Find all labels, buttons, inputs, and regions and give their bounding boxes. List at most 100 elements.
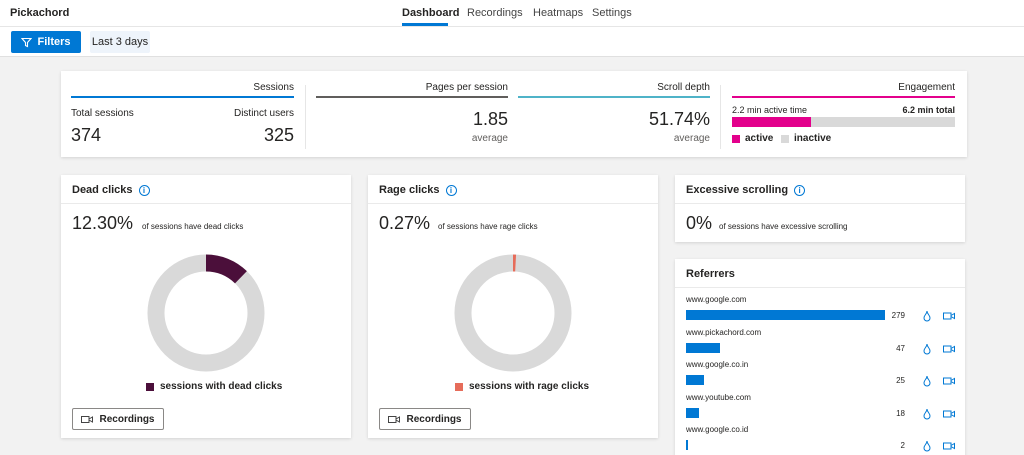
recording-icon[interactable] <box>943 408 955 420</box>
referrer-bar <box>686 440 688 450</box>
referrer-bar <box>686 310 885 320</box>
dead-clicks-title-text: Dead clicks <box>72 184 133 196</box>
heatmap-icon[interactable] <box>921 375 933 387</box>
recordings-button-label: Recordings <box>99 413 155 425</box>
inactive-legend-label: inactive <box>794 133 832 144</box>
scroll-depth-value: 51.74% <box>648 109 710 129</box>
active-tab-indicator <box>402 23 448 26</box>
video-camera-icon <box>81 415 94 423</box>
filters-button[interactable]: Filters <box>11 31 81 53</box>
total-sessions-label: Total sessions <box>71 108 134 119</box>
heatmap-icon[interactable] <box>921 310 933 322</box>
recording-icon[interactable] <box>943 310 955 322</box>
referrers-title: Referrers <box>686 268 735 280</box>
rage-clicks-donut-chart <box>454 254 572 372</box>
rage-clicks-legend-swatch <box>455 382 463 391</box>
rage-clicks-legend-label: sessions with rage clicks <box>469 381 590 392</box>
tab-settings[interactable]: Settings <box>592 7 632 19</box>
scroll-depth-title: Scroll depth <box>657 82 710 93</box>
rage-clicks-title-text: Rage clicks <box>379 184 440 196</box>
dead-clicks-card: Dead clicks i 12.30% of sessions have de… <box>61 175 351 438</box>
dead-clicks-legend: sessions with dead clicks <box>146 381 282 392</box>
scroll-underline <box>518 96 710 98</box>
rage-clicks-recordings-button[interactable]: Recordings <box>379 408 471 430</box>
divider <box>61 203 351 204</box>
date-range-button[interactable]: Last 3 days <box>90 31 150 53</box>
pages-underline <box>316 96 508 98</box>
engagement-title: Engagement <box>898 82 955 93</box>
referrer-bar <box>686 342 720 353</box>
referrer-domain: www.youtube.com <box>686 392 751 402</box>
dead-clicks-description: of sessions have dead clicks <box>142 222 244 231</box>
info-icon[interactable]: i <box>445 184 457 196</box>
summary-card: Sessions Total sessions 374 Distinct use… <box>61 71 967 157</box>
referrer-count: 2 <box>900 441 905 450</box>
pages-per-session-value: 1.85 <box>472 109 508 129</box>
dead-clicks-percent: 12.30% <box>72 213 134 233</box>
excessive-scrolling-percent: 0% <box>686 213 713 233</box>
referrer-count: 47 <box>896 343 905 353</box>
donut-track <box>147 254 265 372</box>
rage-clicks-legend: sessions with rage clicks <box>455 381 589 392</box>
app-title: Pickachord <box>10 7 70 19</box>
referrers-card: Referrers www.google.com 279 www.pickachor… <box>675 259 965 455</box>
rage-clicks-arc <box>454 254 572 372</box>
scroll-average-label: average <box>673 133 710 144</box>
filter-icon <box>21 37 33 47</box>
heatmap-icon[interactable] <box>921 343 933 355</box>
recordings-button-label: Recordings <box>406 413 462 425</box>
engagement-bar <box>732 117 955 127</box>
excessive-scrolling-title: Excessive scrolling i <box>686 184 806 196</box>
referrer-domain: www.google.com <box>686 295 747 304</box>
divider <box>368 203 658 204</box>
video-camera-icon <box>388 415 401 423</box>
dead-clicks-arc <box>147 254 265 372</box>
donut-track <box>454 254 572 372</box>
total-sessions-value: 374 <box>71 125 102 145</box>
info-icon[interactable]: i <box>794 184 806 196</box>
rage-clicks-percent: 0.27% <box>379 213 431 233</box>
divider <box>305 85 306 149</box>
referrer-domain: www.google.co.in <box>686 360 749 369</box>
dead-clicks-donut-chart <box>147 254 265 372</box>
recording-icon[interactable] <box>943 440 955 452</box>
sessions-underline <box>71 96 294 98</box>
tab-recordings[interactable]: Recordings <box>467 7 523 19</box>
distinct-users-label: Distinct users <box>233 108 294 119</box>
pages-average-label: average <box>471 133 508 144</box>
heatmap-icon[interactable] <box>921 440 933 452</box>
referrer-bar <box>686 375 704 385</box>
pages-per-session-title: Pages per session <box>425 82 508 93</box>
divider <box>720 85 721 149</box>
rage-clicks-description: of sessions have rage clicks <box>438 222 538 231</box>
engagement-active-fill <box>732 117 812 127</box>
inactive-legend-swatch <box>781 135 789 143</box>
excessive-scrolling-description: of sessions have excessive scrolling <box>719 222 848 231</box>
active-legend-label: active <box>745 133 774 144</box>
tab-dashboard[interactable]: Dashboard <box>402 7 460 19</box>
sessions-title: Sessions <box>253 82 294 93</box>
recording-icon[interactable] <box>943 375 955 387</box>
toolbar: Filters Last 3 days <box>0 27 1024 57</box>
engagement-underline <box>732 96 955 98</box>
total-time-label: 6.2 min total <box>902 105 955 115</box>
rage-clicks-title: Rage clicks i <box>379 184 457 196</box>
excessive-scrolling-card: Excessive scrolling i 0% of sessions hav… <box>675 175 965 242</box>
dead-clicks-legend-label: sessions with dead clicks <box>160 381 283 392</box>
tab-heatmaps[interactable]: Heatmaps <box>533 7 584 19</box>
recording-icon[interactable] <box>943 343 955 355</box>
top-nav-bar: Pickachord Dashboard Recordings Heatmaps… <box>0 0 1024 27</box>
excessive-scrolling-title-text: Excessive scrolling <box>686 184 789 196</box>
referrer-count: 25 <box>896 376 905 385</box>
distinct-users-value: 325 <box>263 125 294 145</box>
referrer-bar <box>686 407 699 418</box>
dead-clicks-title: Dead clicks i <box>72 184 150 196</box>
info-icon[interactable]: i <box>138 184 150 196</box>
rage-clicks-card: Rage clicks i 0.27% of sessions have rag… <box>368 175 658 438</box>
referrer-domain: www.google.co.id <box>686 425 749 434</box>
referrer-count: 18 <box>896 408 905 418</box>
heatmap-icon[interactable] <box>921 408 933 420</box>
referrer-domain: www.pickachord.com <box>686 327 762 337</box>
dead-clicks-recordings-button[interactable]: Recordings <box>72 408 164 430</box>
active-legend-swatch <box>732 135 740 143</box>
